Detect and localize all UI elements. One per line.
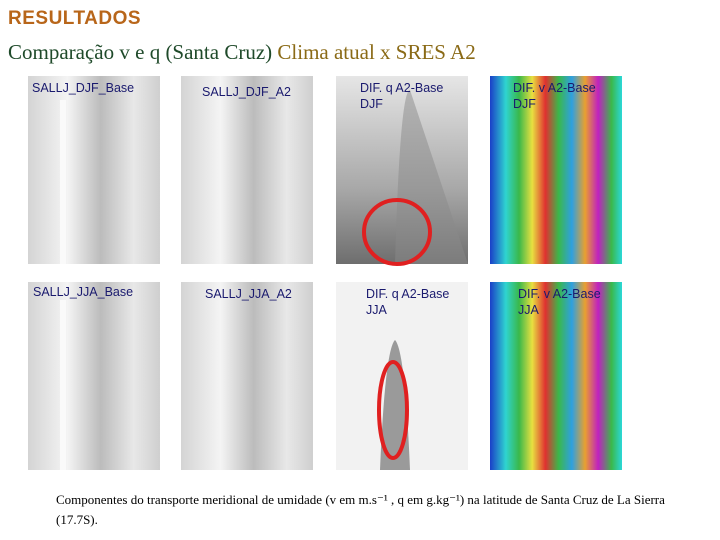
plot-image [28, 282, 160, 470]
plot-shade [60, 100, 66, 264]
plot-shade [60, 300, 66, 470]
plot-image [490, 76, 622, 264]
panel-label: SALLJ_JJA_Base [33, 285, 134, 299]
panel-images [28, 76, 622, 470]
plot-image [28, 76, 160, 264]
panel-label: SALLJ_DJF_A2 [202, 85, 291, 99]
panel-label: SALLJ_JJA_A2 [205, 287, 292, 301]
slide-title: Comparação v e q (Santa Cruz) Clima atua… [8, 40, 476, 65]
panel-label: DIF. v A2-Base JJA [518, 287, 601, 317]
plot-shade [395, 90, 468, 264]
plot-image [181, 76, 313, 264]
plot-image [490, 282, 622, 470]
highlight-ellipse [377, 360, 409, 460]
highlight-ellipse [362, 198, 432, 266]
panel-label: DIF. q A2-Base DJF [360, 81, 444, 111]
panel-label: SALLJ_DJF_Base [32, 81, 135, 95]
title-part: Clima atual x SRES A2 [277, 40, 476, 64]
plot-image [181, 282, 313, 470]
panel-label: DIF. q A2-Base JJA [366, 287, 450, 317]
title-part: Comparação v e q (Santa Cruz) [8, 40, 273, 64]
kicker: RESULTADOS [8, 8, 142, 29]
caption: Componentes do transporte meridional de … [56, 492, 665, 527]
panel-label: DIF. v A2-Base DJF [513, 81, 596, 111]
